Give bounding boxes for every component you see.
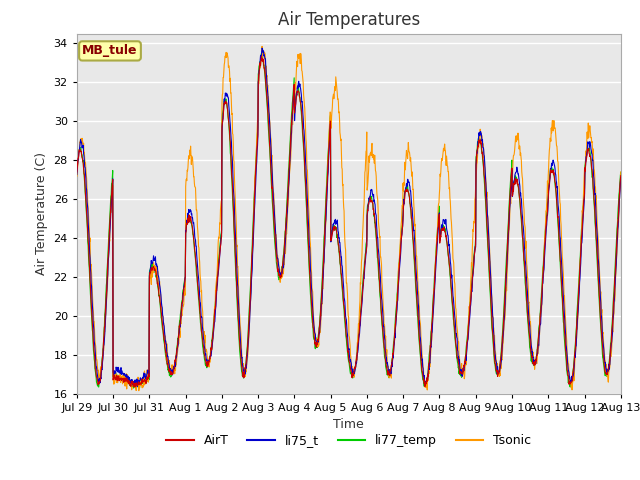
- Title: Air Temperatures: Air Temperatures: [278, 11, 420, 29]
- X-axis label: Time: Time: [333, 418, 364, 431]
- Legend: AirT, li75_t, li77_temp, Tsonic: AirT, li75_t, li77_temp, Tsonic: [161, 429, 536, 452]
- Text: MB_tule: MB_tule: [82, 44, 138, 58]
- Y-axis label: Air Temperature (C): Air Temperature (C): [35, 152, 48, 275]
